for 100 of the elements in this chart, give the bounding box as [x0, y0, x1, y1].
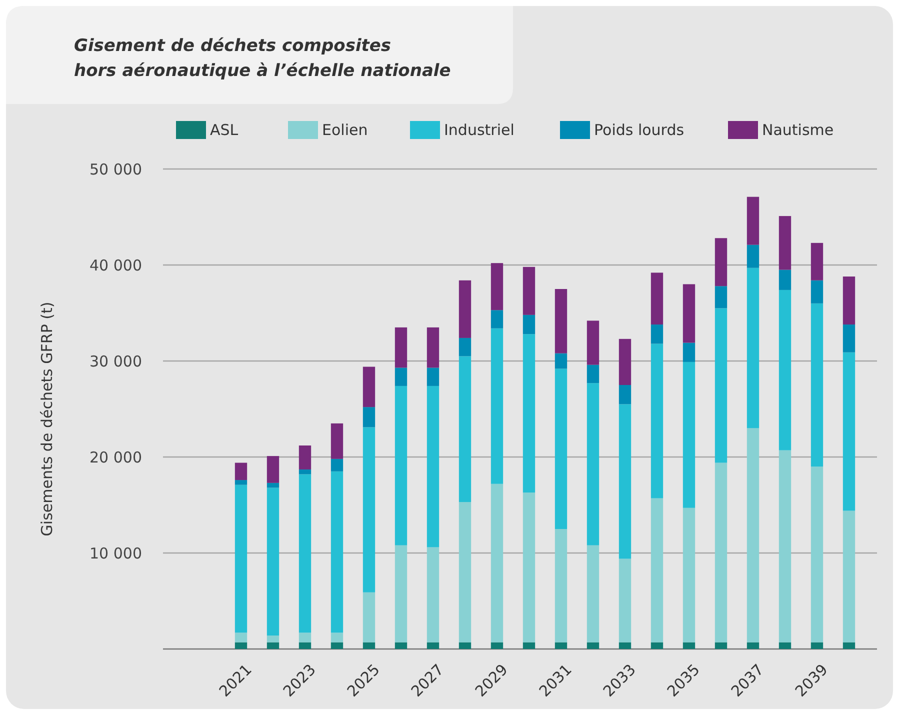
bar: [618, 338, 632, 385]
bar: [554, 368, 568, 529]
bar: [266, 636, 280, 642]
bar: [362, 366, 376, 408]
bar: [234, 642, 248, 649]
bar: [682, 362, 696, 508]
bar: [330, 423, 344, 459]
bar: [650, 272, 664, 325]
bar: [426, 547, 440, 642]
bar: [522, 266, 536, 315]
bar: [298, 445, 312, 470]
bar: [458, 642, 472, 649]
bar: [682, 342, 696, 362]
bar: [810, 303, 824, 467]
bar: [842, 510, 856, 642]
y-tick-label: 10 000: [90, 544, 142, 562]
bar: [522, 492, 536, 642]
bar: [362, 407, 376, 428]
bar: [394, 642, 408, 649]
bar: [330, 471, 344, 633]
bar: [650, 324, 664, 344]
bar: [842, 352, 856, 511]
bar: [298, 642, 312, 649]
bar: [426, 386, 440, 548]
legend-label: ASL: [210, 121, 239, 139]
bar: [266, 456, 280, 483]
bar: [330, 642, 344, 649]
bar: [362, 642, 376, 649]
bar: [458, 502, 472, 642]
bar: [458, 338, 472, 356]
bar: [554, 289, 568, 354]
y-axis-title: Gisements de déchets GFRP (t): [38, 302, 56, 536]
bar: [682, 642, 696, 649]
bar: [490, 328, 504, 484]
bar: [554, 642, 568, 649]
bar: [746, 244, 760, 268]
bar: [522, 642, 536, 649]
legend-label: Poids lourds: [594, 121, 684, 139]
bar: [618, 642, 632, 649]
bar: [234, 480, 248, 485]
bar: [426, 642, 440, 649]
bar: [842, 276, 856, 325]
bar: [586, 383, 600, 546]
bar: [394, 327, 408, 368]
bar: [234, 462, 248, 480]
bar: [234, 632, 248, 642]
bar: [234, 484, 248, 633]
bar: [490, 310, 504, 328]
bar: [298, 469, 312, 474]
bar: [586, 545, 600, 642]
bar: [266, 482, 280, 488]
bar: [746, 642, 760, 649]
bar: [266, 642, 280, 649]
bar: [362, 592, 376, 642]
y-tick-label: 50 000: [90, 160, 142, 178]
bar: [618, 558, 632, 642]
bar: [458, 356, 472, 502]
bar: [714, 286, 728, 308]
bar: [426, 327, 440, 368]
bar: [746, 196, 760, 245]
bar: [842, 324, 856, 352]
bar: [746, 428, 760, 642]
legend-label: Eolien: [322, 121, 368, 139]
bar: [426, 368, 440, 386]
bar: [810, 280, 824, 304]
bar: [362, 427, 376, 592]
legend-label: Industriel: [444, 121, 514, 139]
bar: [810, 466, 824, 642]
bar: [266, 488, 280, 636]
bar: [650, 498, 664, 642]
bar: [458, 280, 472, 338]
bar: [650, 642, 664, 649]
bar: [490, 484, 504, 642]
bar: [746, 268, 760, 428]
bar: [778, 290, 792, 450]
y-tick-label: 30 000: [90, 352, 142, 370]
legend-label: Nautisme: [762, 121, 834, 139]
y-tick-label: 40 000: [90, 256, 142, 274]
bar: [490, 642, 504, 649]
bar: [394, 368, 408, 386]
bar: [522, 334, 536, 493]
bar: [586, 320, 600, 365]
y-tick-label: 20 000: [90, 448, 142, 466]
bar: [810, 642, 824, 649]
bar: [778, 270, 792, 290]
bar: [298, 632, 312, 642]
bar: [522, 314, 536, 334]
bar: [778, 642, 792, 649]
bar: [554, 529, 568, 642]
bar: [330, 632, 344, 642]
bar: [586, 364, 600, 384]
bar: [394, 386, 408, 546]
bar: [714, 462, 728, 642]
bar: [842, 642, 856, 649]
bar: [682, 284, 696, 343]
bar: [618, 404, 632, 559]
bar: [682, 508, 696, 642]
chart-title: Gisement de déchets composites hors aéronautique à l’échelle nationale: [74, 36, 451, 81]
bar: [778, 450, 792, 642]
bar: [394, 545, 408, 642]
